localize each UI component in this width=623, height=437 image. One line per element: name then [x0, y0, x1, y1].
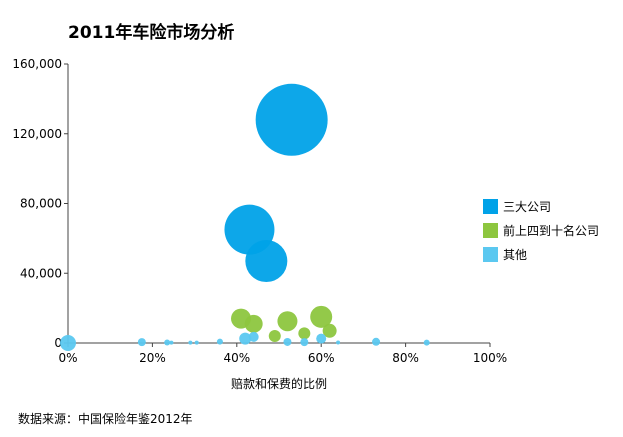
y-tick-label: 160,000 [12, 57, 62, 71]
x-tick-label: 80% [392, 351, 419, 365]
bubble-point [277, 311, 298, 332]
bubble-point [372, 337, 381, 346]
legend-swatch [483, 199, 498, 214]
bubble-point [268, 330, 281, 343]
bubble-point [164, 339, 171, 346]
legend-swatch [483, 223, 498, 238]
bubble-point [336, 340, 341, 345]
chart-title: 2011年车险市场分析 [68, 23, 235, 43]
bubble-point [298, 327, 311, 340]
bubble-point [283, 337, 292, 346]
legend-label: 三大公司 [503, 200, 551, 214]
x-tick-label: 40% [223, 351, 250, 365]
bubble-point [255, 83, 328, 156]
source-note: 数据来源：中国保险年鉴2012年 [18, 412, 193, 426]
bubble-point [248, 331, 259, 342]
bubble-point [137, 338, 146, 347]
bubble-point [188, 340, 193, 345]
bubble-point [310, 305, 333, 328]
bubble-point [60, 335, 76, 351]
bubble-point [245, 240, 288, 283]
y-tick-label: 120,000 [12, 127, 62, 141]
bubble-point [322, 323, 337, 338]
x-tick-label: 60% [308, 351, 335, 365]
y-tick-label: 80,000 [20, 197, 62, 211]
bubble-point [239, 332, 252, 345]
bubble-point [316, 333, 327, 344]
bubble-point [194, 340, 199, 345]
legend-label: 前上四到十名公司 [503, 223, 599, 238]
y-tick-label: 40,000 [20, 266, 62, 280]
bubble-point [423, 339, 430, 346]
x-axis-label: 赔款和保费的比例 [231, 376, 327, 391]
legend-swatch [483, 247, 498, 262]
x-tick-label: 0% [58, 351, 77, 365]
bubble-point [169, 340, 174, 345]
bubble-point [216, 338, 223, 345]
legend-label: 其他 [503, 248, 527, 262]
bubble-point [300, 338, 309, 347]
x-tick-label: 100% [473, 351, 507, 365]
bubble-point [244, 314, 263, 333]
y-tick-label: 0 [54, 336, 62, 350]
x-tick-label: 20% [139, 351, 166, 365]
